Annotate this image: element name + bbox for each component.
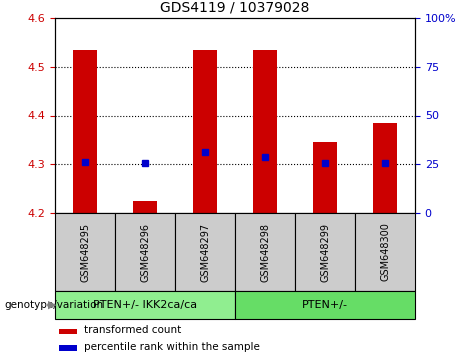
Text: GSM648296: GSM648296	[140, 223, 150, 281]
Bar	[373, 123, 397, 213]
Bar	[193, 50, 217, 213]
Text: PTEN+/-: PTEN+/-	[302, 300, 348, 310]
Bar	[55, 213, 115, 291]
Bar	[115, 213, 175, 291]
Bar	[55, 291, 235, 319]
Bar	[175, 213, 235, 291]
Text: ▶: ▶	[48, 300, 57, 310]
Bar	[295, 213, 355, 291]
Text: GSM648300: GSM648300	[380, 223, 390, 281]
Bar	[59, 329, 77, 334]
Bar	[59, 346, 77, 350]
Text: PTEN+/- IKK2ca/ca: PTEN+/- IKK2ca/ca	[93, 300, 197, 310]
Text: GSM648297: GSM648297	[200, 222, 210, 281]
Title: GDS4119 / 10379028: GDS4119 / 10379028	[160, 0, 310, 14]
Bar	[253, 50, 277, 213]
Text: GSM648298: GSM648298	[260, 223, 270, 281]
Bar	[355, 213, 415, 291]
Bar	[133, 201, 157, 213]
Text: transformed count: transformed count	[84, 325, 181, 335]
Text: GSM648299: GSM648299	[320, 223, 330, 281]
Bar	[73, 50, 97, 213]
Bar	[235, 213, 295, 291]
Text: percentile rank within the sample: percentile rank within the sample	[84, 342, 260, 352]
Bar	[313, 142, 337, 213]
Bar	[235, 291, 415, 319]
Text: genotype/variation: genotype/variation	[5, 300, 104, 310]
Text: GSM648295: GSM648295	[80, 222, 90, 281]
